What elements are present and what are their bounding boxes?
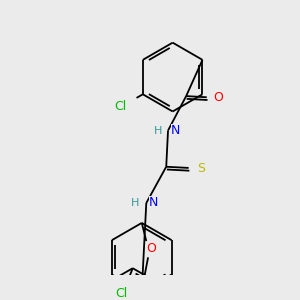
Text: O: O <box>146 242 156 255</box>
Text: O: O <box>213 92 223 104</box>
Text: H: H <box>154 125 163 136</box>
Text: N: N <box>171 124 180 137</box>
Text: H: H <box>131 198 139 208</box>
Text: Cl: Cl <box>115 100 127 113</box>
Text: S: S <box>196 162 205 175</box>
Text: N: N <box>149 196 158 209</box>
Text: Cl: Cl <box>116 287 128 300</box>
